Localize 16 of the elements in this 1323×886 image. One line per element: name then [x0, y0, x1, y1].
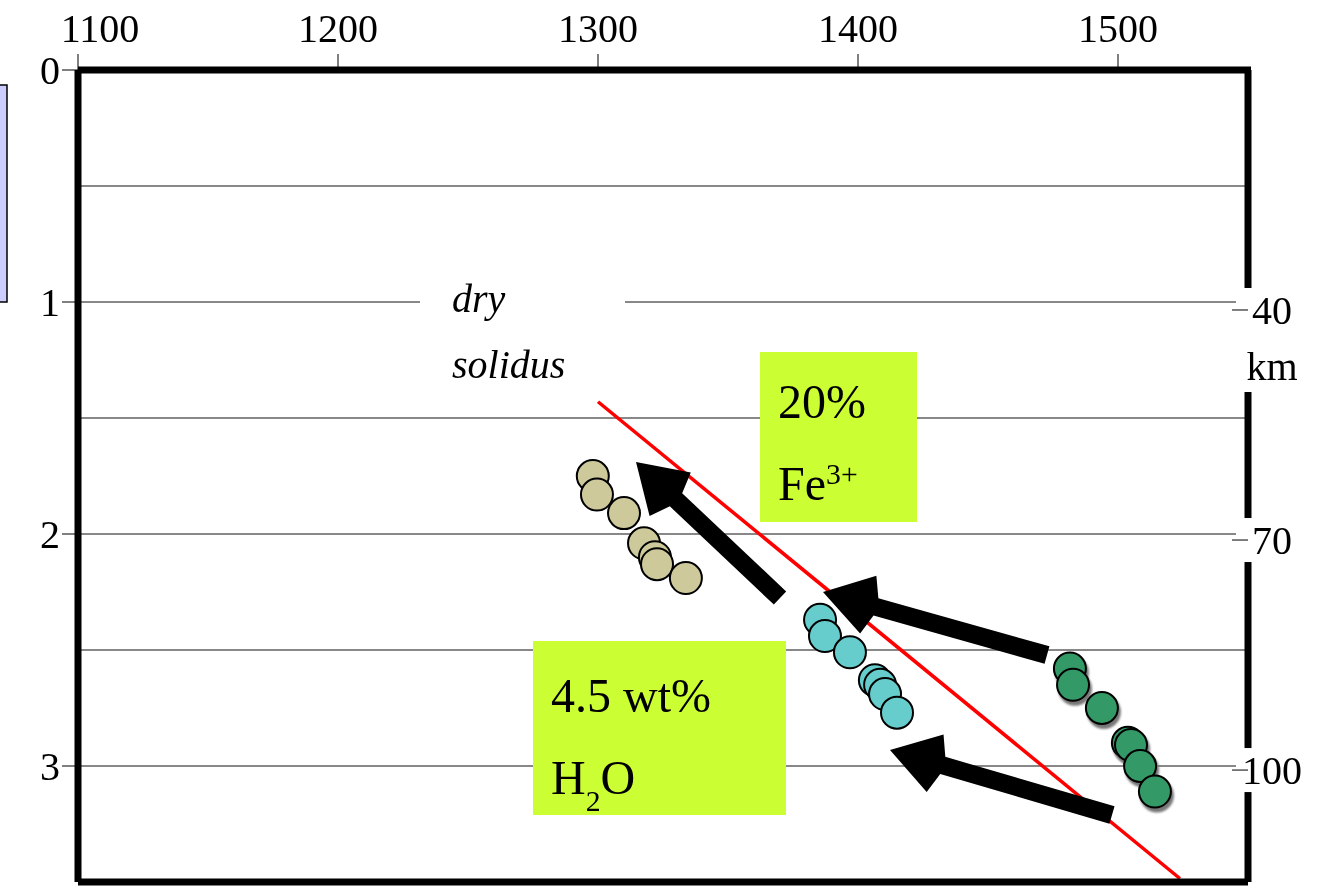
annotation: dry solidus	[452, 276, 566, 387]
y-tick-label: 1	[40, 280, 60, 325]
annotation: 20% Fe$^{3+}$	[778, 375, 866, 510]
y2-tick-label: 100	[1242, 748, 1302, 794]
y2-axis-title: km	[1246, 344, 1298, 389]
x-tick-label: 1500	[1078, 6, 1158, 51]
y2-tick-label: 70	[1252, 518, 1292, 564]
x-tick-label: 1300	[558, 6, 638, 51]
y-tick-label: 2	[40, 512, 60, 557]
annotation: 4.5 wt% H$_{2}$O	[551, 669, 711, 817]
x-tick-label: 1200	[298, 6, 378, 51]
y-tick-label: 0	[40, 48, 60, 93]
x-tick-label: 1100	[60, 6, 140, 51]
y-tick-label: 3	[40, 744, 60, 789]
x-tick-label: 1400	[818, 6, 898, 51]
y2-tick-label: 40	[1252, 288, 1292, 333]
